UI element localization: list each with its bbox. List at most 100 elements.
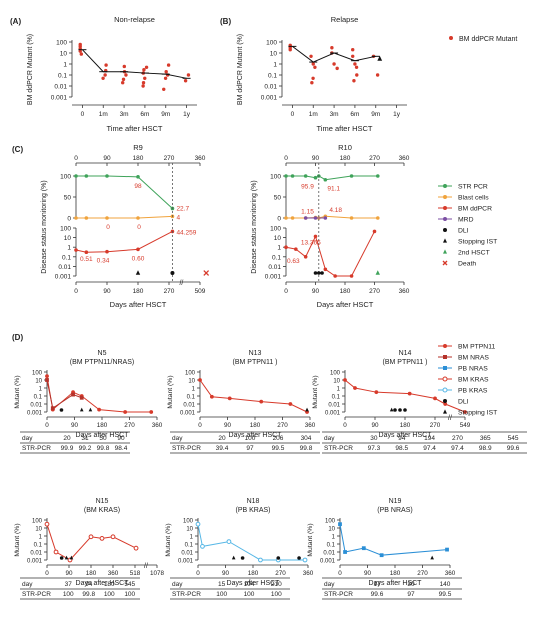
legend-marker bbox=[443, 355, 447, 359]
top-y-tick-label: 100 bbox=[60, 174, 71, 181]
series-point bbox=[323, 177, 328, 182]
data-point bbox=[120, 80, 125, 85]
table-str-cell: 99.9 bbox=[61, 445, 74, 452]
y-tick-label: 0.1 bbox=[332, 395, 341, 401]
series-point bbox=[226, 539, 232, 544]
x-axis-label: Time after HSCT bbox=[107, 124, 163, 133]
series-point bbox=[290, 174, 295, 178]
x-tick-label: 180 bbox=[248, 570, 259, 577]
top-y-tick-label: 0 bbox=[67, 216, 71, 223]
data-label: 44.259 bbox=[176, 229, 196, 236]
data-point bbox=[78, 42, 82, 47]
table-str-cell: 100 bbox=[244, 591, 255, 598]
dli-marker bbox=[240, 556, 245, 560]
table-str-cell: 100 bbox=[124, 591, 135, 598]
y-tick-label: 0.1 bbox=[268, 73, 277, 80]
chart-title: N18 bbox=[247, 498, 260, 505]
x-tick-label: 509 bbox=[195, 288, 206, 295]
series-line bbox=[76, 175, 173, 209]
legend-marker bbox=[443, 366, 447, 370]
data-point bbox=[141, 84, 145, 88]
x-tick-label: 1y bbox=[183, 111, 191, 118]
dli-marker bbox=[393, 408, 397, 412]
bottom-y-tick-label: 100 bbox=[270, 226, 281, 233]
x-tick-label: 270 bbox=[164, 288, 175, 295]
top-x-tick-label: 0 bbox=[74, 155, 78, 162]
x-tick-label: 360 bbox=[303, 570, 314, 577]
legend-label: DLI bbox=[458, 399, 469, 406]
y-tick-label: 1 bbox=[337, 387, 341, 393]
y-tick-label: 1 bbox=[190, 535, 194, 541]
dli-marker bbox=[316, 271, 321, 275]
series-point bbox=[333, 274, 337, 278]
series-point bbox=[209, 394, 214, 399]
chart-title: Non-relapse bbox=[114, 15, 155, 24]
bottom-y-tick-label: 0.1 bbox=[272, 254, 281, 261]
axis-break: // bbox=[144, 563, 148, 570]
y-tick-label: 1 bbox=[273, 62, 277, 69]
bottom-y-tick-label: 10 bbox=[274, 235, 282, 242]
data-point bbox=[311, 62, 315, 66]
legend-label: BM KRAS bbox=[458, 377, 489, 384]
y-tick-label: 0.1 bbox=[34, 543, 43, 549]
y-axis-label: Disease status monitoring (%) bbox=[251, 180, 258, 273]
x-axis-label: Days after HSCT bbox=[379, 432, 433, 439]
series-point bbox=[258, 557, 263, 563]
y-tick-label: 0.1 bbox=[58, 73, 67, 80]
series-point bbox=[74, 174, 78, 178]
top-x-tick-label: 180 bbox=[340, 155, 351, 162]
y-tick-label: 10 bbox=[333, 379, 340, 385]
series-point bbox=[105, 174, 109, 178]
y-tick-label: 0.001 bbox=[27, 411, 43, 417]
series-point bbox=[74, 248, 78, 252]
x-tick-label: 0 bbox=[74, 288, 78, 295]
table-header-str: STR-PCR bbox=[22, 591, 51, 598]
table-day-cell: 90 bbox=[117, 435, 125, 442]
y-tick-label: 1 bbox=[63, 62, 67, 69]
series-point bbox=[374, 390, 379, 395]
stopping-ist-marker bbox=[79, 407, 84, 412]
chart-title: N14 bbox=[399, 350, 412, 357]
x-tick-label: 180 bbox=[97, 422, 108, 429]
y-axis-label: BM ddPCR Mutant (%) bbox=[237, 34, 244, 105]
data-point bbox=[142, 68, 146, 72]
table-str-cell: 97.4 bbox=[423, 445, 436, 452]
table-header-str: STR-PCR bbox=[172, 445, 201, 452]
series-point bbox=[313, 175, 318, 180]
x-tick-label: 1m bbox=[99, 111, 108, 118]
chart-subtitle: (BM KRAS) bbox=[84, 507, 120, 514]
data-label: 13.365 bbox=[301, 239, 321, 246]
series-point bbox=[284, 216, 288, 220]
legend-label: Death bbox=[458, 261, 476, 268]
y-axis-label: BM ddPCR Mutant (%) bbox=[27, 34, 34, 105]
x-tick-label: 180 bbox=[400, 422, 411, 429]
table-header-str: STR-PCR bbox=[22, 445, 51, 452]
table-day-cell: 140 bbox=[440, 581, 451, 588]
data-point bbox=[101, 76, 105, 81]
bottom-y-tick-label: 10 bbox=[64, 235, 72, 242]
y-tick-label: 10 bbox=[35, 379, 42, 385]
median-line bbox=[82, 49, 187, 79]
table-day-cell: 194 bbox=[424, 435, 435, 442]
series-point bbox=[136, 247, 140, 252]
data-label: 91.1 bbox=[327, 186, 340, 193]
series-point bbox=[463, 410, 467, 414]
series-point bbox=[105, 249, 109, 254]
data-point bbox=[79, 52, 84, 56]
y-tick-label: 0.1 bbox=[187, 395, 196, 401]
legend-label: STR PCR bbox=[458, 184, 488, 191]
data-point bbox=[288, 47, 292, 52]
x-tick-label: 3m bbox=[120, 111, 129, 118]
x-tick-label: 0 bbox=[343, 422, 347, 429]
data-point bbox=[310, 80, 314, 85]
legend-marker bbox=[442, 376, 448, 382]
x-axis-label: Days after HSCT bbox=[76, 432, 130, 439]
dli-marker bbox=[59, 556, 64, 560]
legend-marker bbox=[443, 409, 447, 414]
table-day-cell: 15 bbox=[218, 581, 226, 588]
chart-title: N15 bbox=[96, 498, 109, 505]
y-tick-label: 0.001 bbox=[180, 411, 196, 417]
data-point bbox=[183, 79, 188, 83]
legend-marker bbox=[443, 344, 447, 348]
series-point bbox=[259, 399, 264, 404]
